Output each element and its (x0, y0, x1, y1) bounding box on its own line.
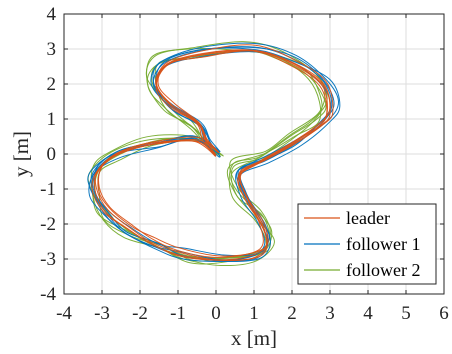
y-tick-label: -4 (40, 284, 56, 305)
x-tick-labels: -4 -3 -2 -1 0 1 2 3 4 5 6 (56, 303, 449, 324)
y-tick-label: 3 (47, 39, 57, 60)
y-tick-label: -3 (40, 249, 56, 270)
x-tick-label: 3 (325, 303, 335, 324)
legend-label-leader: leader (346, 208, 390, 228)
y-tick-label: -1 (40, 179, 56, 200)
x-tick-label: -4 (56, 303, 72, 324)
y-tick-labels: 4 3 2 1 0 -1 -2 -3 -4 (40, 4, 56, 305)
x-tick-label: -1 (170, 303, 186, 324)
ticks (63, 13, 445, 295)
x-tick-label: -3 (94, 303, 110, 324)
x-tick-label: 1 (249, 303, 259, 324)
series-line-lap (98, 50, 328, 258)
x-tick-label: 0 (211, 303, 221, 324)
y-tick-label: 0 (47, 144, 57, 165)
x-tick-label: 2 (287, 303, 297, 324)
legend-label-follower-1: follower 1 (346, 234, 420, 254)
y-axis-label: y [m] (9, 131, 33, 177)
y-tick-label: 4 (47, 4, 57, 25)
y-tick-label: 2 (47, 74, 57, 95)
legend: leader follower 1 follower 2 (297, 203, 437, 285)
x-tick-label: 4 (363, 303, 373, 324)
x-axis-label: x [m] (231, 326, 277, 350)
series-leader (91, 44, 334, 261)
legend-label-follower-2: follower 2 (346, 260, 420, 280)
x-tick-label: -2 (132, 303, 148, 324)
series-line-lap (88, 47, 341, 262)
y-tick-label: 1 (47, 109, 57, 130)
x-tick-label: 5 (401, 303, 411, 324)
series-layer (87, 41, 341, 267)
y-tick-label: -2 (40, 214, 56, 235)
x-tick-label: 6 (439, 303, 449, 324)
